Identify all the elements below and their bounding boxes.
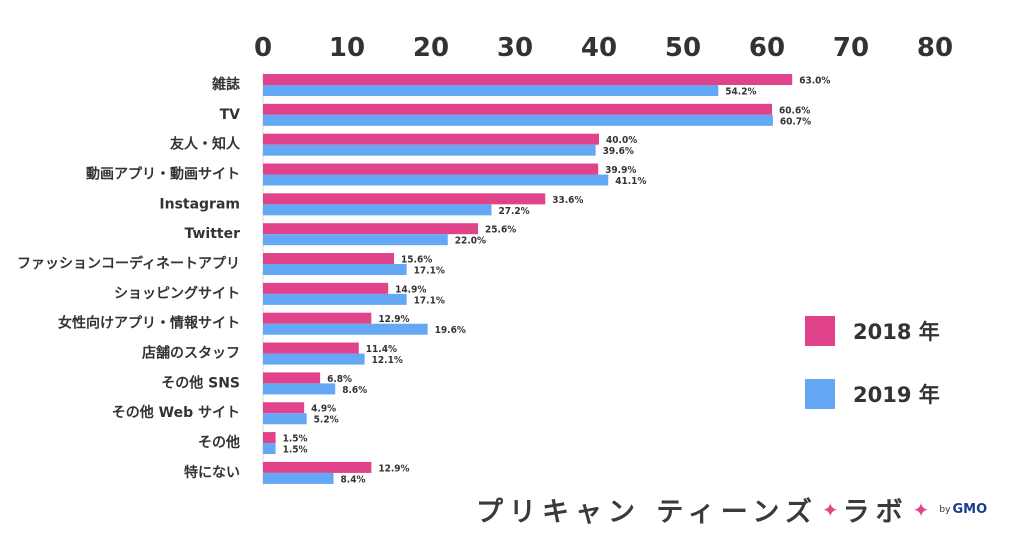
x-tick-label: 50	[665, 33, 701, 63]
legend-swatch-2019	[805, 379, 835, 409]
logo-suffix: ラボ	[842, 497, 909, 528]
bar-2018	[263, 342, 359, 354]
data-label: 41.1%	[615, 176, 646, 187]
bar-2018	[263, 312, 372, 324]
bar-2019	[263, 174, 609, 186]
bar-2018	[263, 193, 546, 205]
category-label: ショッピングサイト	[114, 285, 240, 302]
logo-text: プリキャン ティーンズ	[476, 497, 818, 528]
data-label: 12.1%	[372, 355, 403, 366]
x-tick-label: 60	[749, 33, 785, 63]
legend-label-2019: 2019 年	[853, 383, 940, 407]
category-label: その他 SNS	[161, 374, 240, 391]
category-label: その他	[198, 434, 240, 451]
data-label: 27.2%	[498, 206, 529, 217]
bar-2018	[263, 253, 395, 265]
data-label: 25.6%	[485, 225, 516, 236]
bar-2019	[263, 353, 365, 365]
category-label: Twitter	[184, 226, 240, 242]
data-label: 12.9%	[378, 463, 409, 474]
bar-2018	[263, 223, 479, 235]
category-label: 動画アプリ・動画サイト	[86, 166, 240, 183]
bar-2019	[263, 293, 407, 305]
data-label: 12.9%	[378, 314, 409, 325]
bar-2019	[263, 144, 596, 156]
data-label: 14.9%	[395, 284, 426, 295]
category-label: Instagram	[159, 196, 240, 212]
data-label: 33.6%	[552, 195, 583, 206]
bar-2018	[263, 163, 599, 175]
category-label: 友人・知人	[170, 136, 241, 153]
bar-2019	[263, 323, 428, 335]
x-tick-label: 30	[497, 33, 533, 63]
sparkle-icon: ✦	[912, 497, 930, 522]
data-label: 8.4%	[341, 474, 366, 485]
data-label: 60.7%	[780, 116, 811, 127]
category-label: 雑誌	[211, 76, 240, 93]
x-tick-label: 70	[833, 33, 869, 63]
bar-2018	[263, 432, 276, 444]
bar-2019	[263, 234, 448, 246]
category-label: 特にない	[184, 464, 240, 481]
logo-by: by	[939, 504, 951, 515]
bar-2019	[263, 204, 492, 216]
data-label: 6.8%	[327, 374, 352, 385]
data-label: 22.0%	[455, 236, 486, 247]
x-tick-label: 10	[329, 33, 365, 63]
data-label: 1.5%	[283, 434, 308, 445]
bar-2018	[263, 461, 372, 473]
data-label: 1.5%	[283, 445, 308, 456]
data-label: 11.4%	[366, 344, 397, 355]
bar-2019	[263, 472, 334, 484]
bar-2019	[263, 413, 307, 425]
category-label: 女性向けアプリ・情報サイト	[58, 315, 240, 332]
data-label: 54.2%	[725, 87, 756, 98]
logo-brand: GMO	[952, 502, 988, 517]
data-label: 5.2%	[314, 415, 339, 426]
legend-item-2018: 2018 年	[805, 316, 940, 346]
bar-2018	[263, 282, 389, 294]
bar-2019	[263, 114, 773, 126]
bar-2019	[263, 85, 719, 96]
data-label: 15.6%	[401, 255, 432, 266]
bar-2018	[263, 133, 599, 145]
data-label: 8.6%	[342, 385, 367, 396]
legend-item-2019: 2019 年	[805, 379, 940, 409]
data-label: 40.0%	[606, 135, 637, 146]
bar-2019	[263, 264, 407, 276]
x-tick-label: 80	[917, 33, 953, 63]
category-label: その他 Web サイト	[112, 404, 240, 421]
bar-2019	[263, 443, 276, 455]
category-label: 店舗のスタッフ	[142, 345, 240, 362]
data-label: 17.1%	[414, 266, 445, 277]
sparkle-icon: ✦	[821, 497, 839, 522]
x-tick-label: 20	[413, 33, 449, 63]
bar-2019	[263, 383, 336, 395]
data-label: 63.0%	[799, 76, 830, 87]
brand-logo: プリキャン ティーンズ ✦ ラボ ✦ by GMO	[476, 490, 987, 529]
data-label: 19.6%	[435, 325, 466, 336]
bar-2018	[263, 402, 305, 414]
x-tick-label: 40	[581, 33, 617, 63]
category-label: ファッションコーディネートアプリ	[17, 255, 240, 272]
data-label: 17.1%	[414, 295, 445, 306]
bar-2018	[263, 103, 773, 115]
data-label: 4.9%	[311, 404, 336, 415]
legend-label-2018: 2018 年	[853, 320, 940, 344]
category-label: TV	[220, 107, 241, 123]
bar-2018	[263, 74, 793, 85]
data-label: 39.9%	[605, 165, 636, 176]
data-label: 60.6%	[779, 105, 810, 116]
data-label: 39.6%	[603, 146, 634, 157]
bar-2018	[263, 372, 321, 384]
legend-swatch-2018	[805, 316, 835, 346]
x-tick-label: 0	[254, 33, 272, 63]
